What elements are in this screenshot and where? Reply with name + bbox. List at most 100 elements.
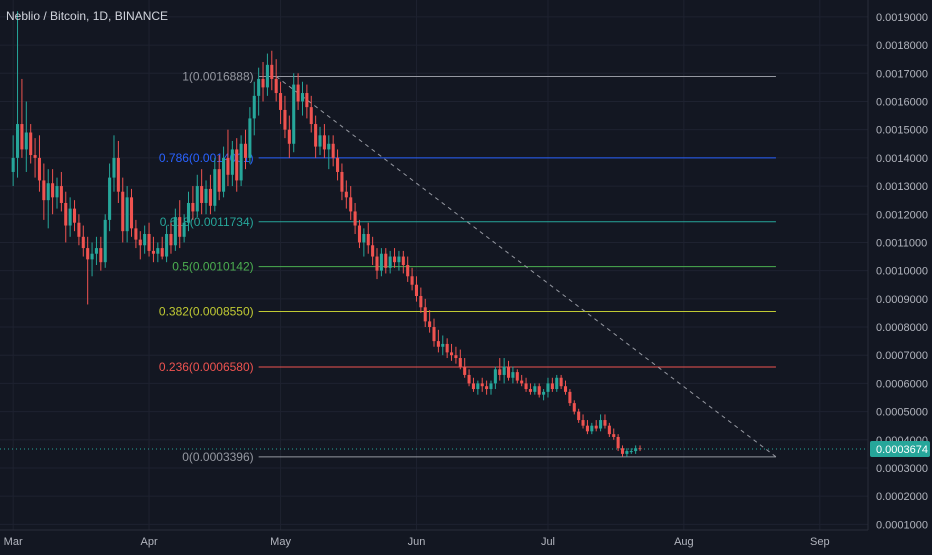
candle	[546, 377, 550, 398]
x-tick-label: May	[270, 536, 291, 548]
candle	[485, 380, 489, 395]
candle	[37, 135, 41, 192]
candle	[300, 81, 305, 116]
candle-body	[533, 386, 537, 392]
candle-body	[86, 248, 90, 260]
y-tick-label: 0.0011000	[876, 237, 927, 249]
last-price-badge	[870, 440, 930, 457]
candle	[213, 157, 217, 212]
candle	[432, 318, 436, 347]
candle-body	[279, 93, 283, 110]
candle	[493, 366, 497, 390]
candle	[533, 383, 537, 395]
candle	[577, 408, 581, 423]
candle-body	[248, 118, 252, 158]
candle	[204, 180, 208, 215]
candle	[59, 171, 63, 212]
fib-level-label: 0.382(0.0008550)	[159, 305, 254, 319]
candle-body	[327, 143, 331, 150]
candle	[121, 177, 125, 243]
candle-body	[340, 171, 344, 192]
y-tick-label: 0.0013000	[876, 181, 928, 193]
trend-line-group	[275, 76, 777, 458]
candle	[200, 169, 204, 215]
candle	[585, 420, 589, 435]
fib-levels: 1(0.0016888)0.786(0.0014001)0.618(0.0011…	[159, 69, 776, 464]
candle	[46, 169, 50, 229]
candle	[322, 124, 326, 158]
candle-body	[568, 391, 572, 404]
candle	[116, 140, 120, 203]
candle-body	[349, 197, 353, 212]
candle	[169, 222, 173, 254]
candle-body	[537, 386, 541, 395]
candle	[542, 389, 546, 401]
candle-body	[506, 366, 511, 378]
candle-body	[314, 124, 318, 147]
candle-body	[616, 436, 620, 449]
candle	[344, 180, 348, 209]
candle	[248, 107, 252, 164]
candle-body	[371, 245, 375, 257]
last-price-label: 0.0003674	[876, 444, 928, 456]
candle-body	[607, 425, 611, 435]
candle	[222, 146, 226, 198]
candle-body	[169, 233, 173, 246]
candle	[305, 84, 309, 119]
candle-body	[208, 188, 212, 206]
candle-body	[283, 109, 287, 130]
candle	[559, 374, 563, 390]
candle	[629, 448, 633, 454]
candle	[397, 250, 401, 271]
candle	[463, 358, 467, 378]
candle-body	[121, 191, 125, 232]
candle	[195, 174, 199, 218]
candle-body	[441, 343, 445, 347]
candle	[55, 177, 59, 209]
candle-body	[296, 84, 300, 102]
candle	[458, 349, 462, 370]
candle-body	[436, 341, 440, 347]
candle-body	[270, 64, 274, 79]
candle-body	[24, 132, 28, 150]
candle-body	[375, 256, 379, 271]
candle	[423, 298, 427, 328]
candle	[524, 377, 528, 392]
candle-body	[629, 451, 633, 453]
x-tick-label: Sep	[810, 536, 830, 548]
candle	[616, 434, 620, 452]
candle-body	[432, 327, 436, 342]
fib-level-label: 1(0.0016888)	[182, 69, 253, 83]
candle-body	[336, 157, 340, 172]
x-tick-label: Apr	[140, 536, 157, 548]
candle-body	[599, 420, 603, 429]
candle-body	[362, 233, 366, 243]
candle	[129, 188, 134, 237]
candle-body	[81, 236, 85, 249]
candle-body	[173, 217, 177, 246]
y-tick-label: 0.0006000	[876, 378, 928, 390]
candle	[612, 428, 616, 440]
candle-body	[406, 265, 410, 277]
candle	[450, 343, 454, 361]
candle	[528, 383, 532, 395]
candle	[393, 248, 397, 268]
candle-body	[379, 253, 383, 271]
candle-body	[489, 383, 493, 390]
candle-body	[445, 343, 449, 353]
candle-body	[511, 372, 515, 378]
candle-body	[243, 143, 248, 158]
candle-body	[226, 157, 230, 175]
candle-body	[108, 177, 112, 220]
candle	[182, 214, 186, 243]
candle-body	[59, 186, 63, 203]
candle	[292, 73, 296, 153]
candle	[226, 129, 230, 187]
candle-body	[471, 383, 475, 390]
fib-level-label: 0(0.0003396)	[182, 450, 253, 464]
candle	[384, 248, 388, 274]
candle	[441, 335, 445, 356]
candle-body	[287, 129, 291, 144]
